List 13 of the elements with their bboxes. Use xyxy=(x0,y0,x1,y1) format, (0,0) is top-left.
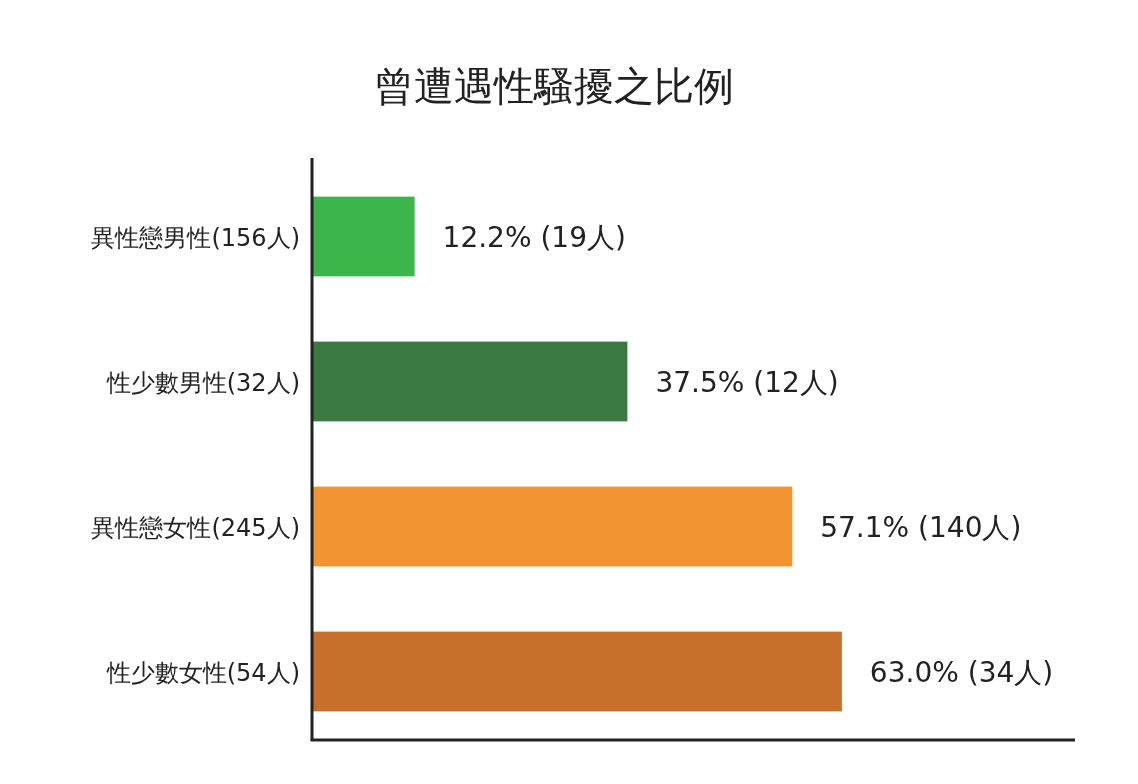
data-label: 12.2% (19人) xyxy=(442,220,626,254)
y-tick-label: 異性戀男性(156人) xyxy=(91,223,300,252)
bar xyxy=(312,486,793,567)
chart-title: 曾遭遇性騷擾之比例 xyxy=(373,63,734,109)
data-label: 37.5% (12人) xyxy=(655,365,839,399)
bar xyxy=(312,196,415,277)
y-tick-label: 性少數女性(54人) xyxy=(105,658,300,687)
data-label: 63.0% (34人) xyxy=(869,655,1054,689)
bar xyxy=(312,341,628,422)
y-tick-label: 異性戀女性(245人) xyxy=(91,513,300,542)
data-label: 57.1% (140人) xyxy=(820,510,1022,544)
bar xyxy=(312,631,842,712)
y-tick-label: 性少數男性(32人) xyxy=(105,368,300,397)
